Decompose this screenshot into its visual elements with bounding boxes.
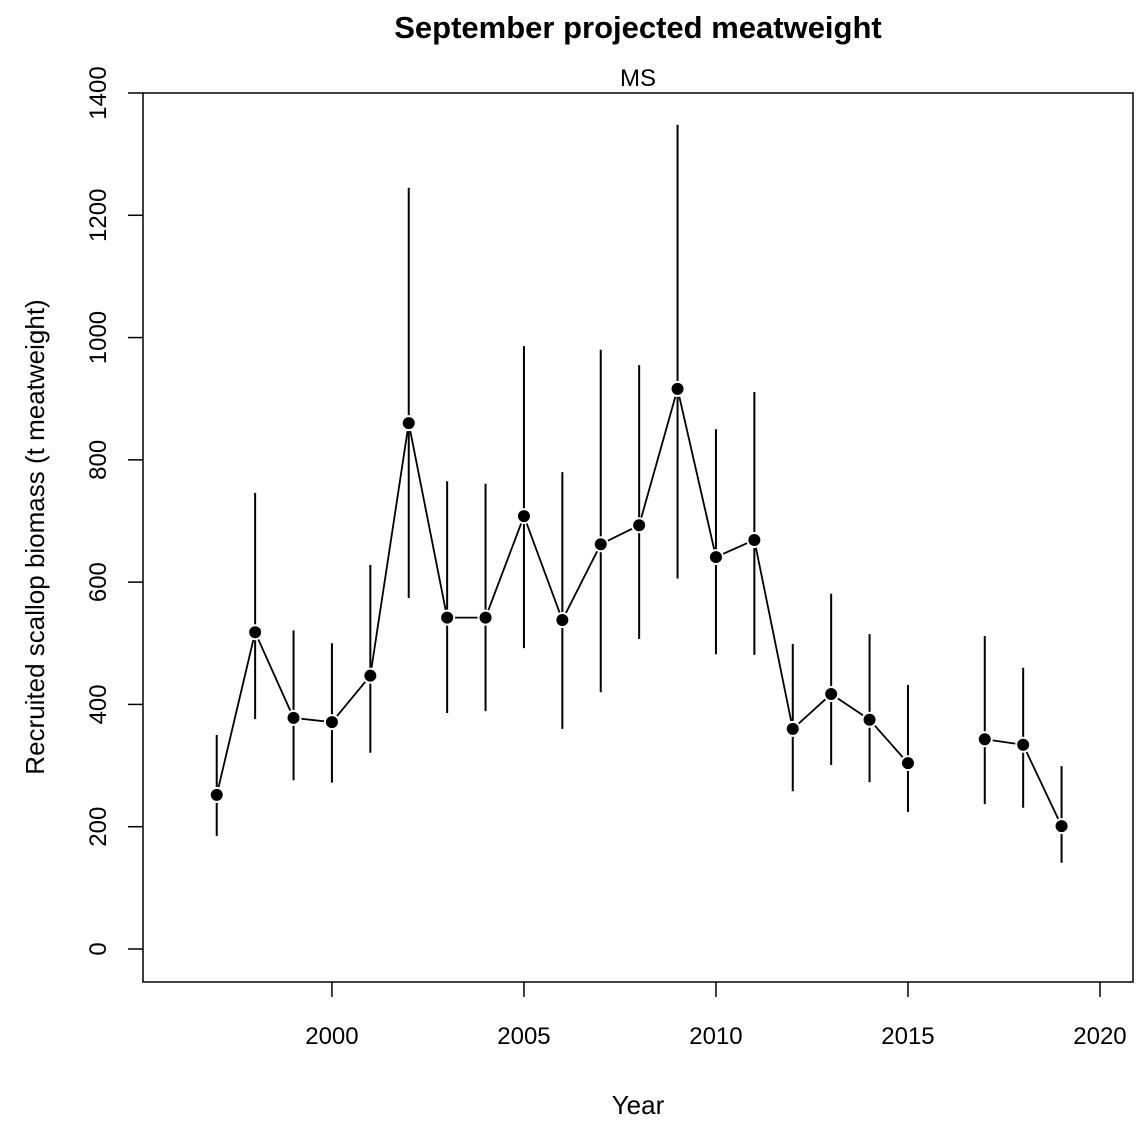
data-point (709, 551, 722, 564)
data-point (594, 538, 607, 551)
y-tick-label: 600 (85, 562, 112, 602)
data-point (325, 716, 338, 729)
y-tick-label: 1400 (85, 66, 112, 119)
data-point (633, 519, 646, 532)
data-point (748, 533, 761, 546)
x-tick-label: 2015 (881, 1023, 934, 1050)
plot-frame (142, 92, 1134, 983)
data-point (671, 382, 684, 395)
y-tick-label: 800 (85, 440, 112, 480)
data-point (402, 417, 415, 430)
data-point (786, 722, 799, 735)
data-point (287, 711, 300, 724)
data-point (249, 626, 262, 639)
data-point (863, 713, 876, 726)
chart-title: September projected meatweight (394, 10, 882, 45)
data-point (1055, 820, 1068, 833)
data-point (517, 510, 530, 523)
data-point (825, 688, 838, 701)
y-tick-label: 1000 (85, 311, 112, 364)
y-axis-label: Recruited scallop biomass (t meatweight) (20, 299, 50, 774)
chart-subtitle: MS (620, 65, 656, 92)
data-point (441, 611, 454, 624)
data-point (364, 669, 377, 682)
data-point (479, 611, 492, 624)
x-tick-label: 2005 (497, 1023, 550, 1050)
data-point (556, 614, 569, 627)
y-tick-label: 200 (85, 807, 112, 847)
x-tick-label: 2010 (689, 1023, 742, 1050)
data-point (978, 733, 991, 746)
y-tick-label: 0 (85, 942, 112, 955)
y-tick-label: 1200 (85, 189, 112, 242)
y-tick-label: 400 (85, 684, 112, 724)
x-tick-label: 2000 (305, 1023, 358, 1050)
x-tick-label: 2020 (1073, 1023, 1126, 1050)
data-point (1017, 738, 1030, 751)
data-point (210, 788, 223, 801)
data-point (901, 757, 914, 770)
x-axis-label: Year (612, 1090, 665, 1120)
